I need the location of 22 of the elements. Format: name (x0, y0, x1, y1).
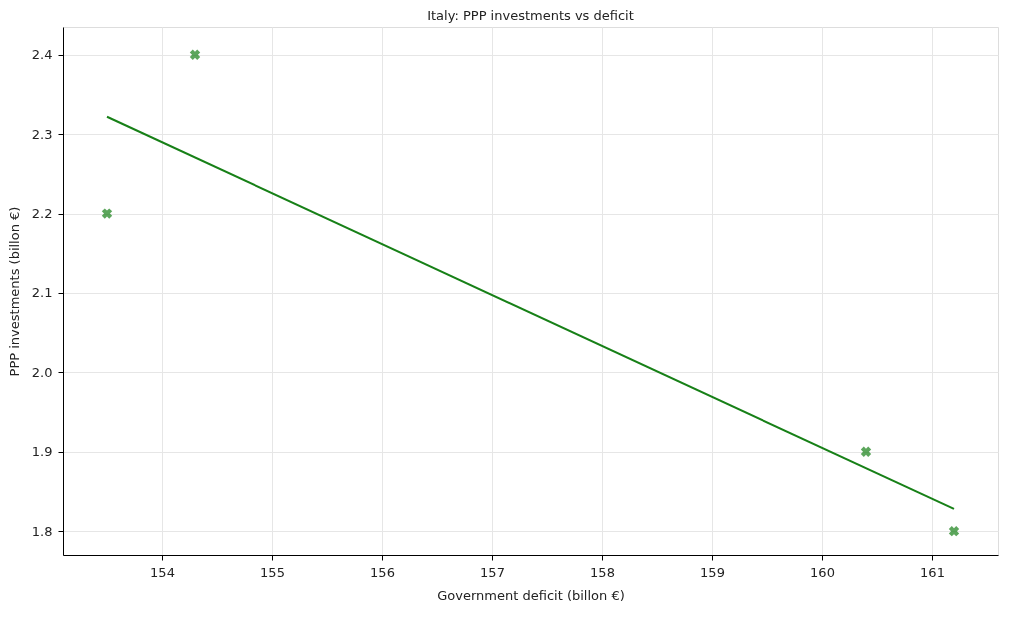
y-tick-label: 2.0 (31, 364, 53, 380)
point (101, 208, 113, 219)
x-tick-label: 154 (150, 564, 175, 580)
x-tick-label: 161 (920, 564, 945, 580)
x-axis-title: Government deficit (billon €) (437, 587, 625, 603)
x-tick-label: 157 (480, 564, 505, 580)
x-tick-label: 158 (590, 564, 615, 580)
y-axis-title: PPP investments (billon €) (6, 206, 22, 377)
chart-title: Italy: PPP investments vs deficit (427, 8, 634, 23)
x-tick-label: 159 (700, 564, 725, 580)
y-tick-label: 2.4 (31, 47, 53, 63)
point (189, 49, 201, 60)
x-tick-label: 155 (260, 564, 285, 580)
y-tick-label: 1.8 (31, 523, 53, 539)
point (860, 446, 872, 457)
point (948, 525, 960, 537)
y-tick-label: 2.2 (31, 206, 53, 222)
x-tick-label: 156 (370, 564, 395, 580)
y-tick-label: 2.1 (31, 285, 53, 301)
y-tick-label: 2.3 (31, 126, 53, 142)
x-tick-label: 160 (810, 564, 835, 580)
y-tick-label: 1.9 (31, 444, 53, 460)
